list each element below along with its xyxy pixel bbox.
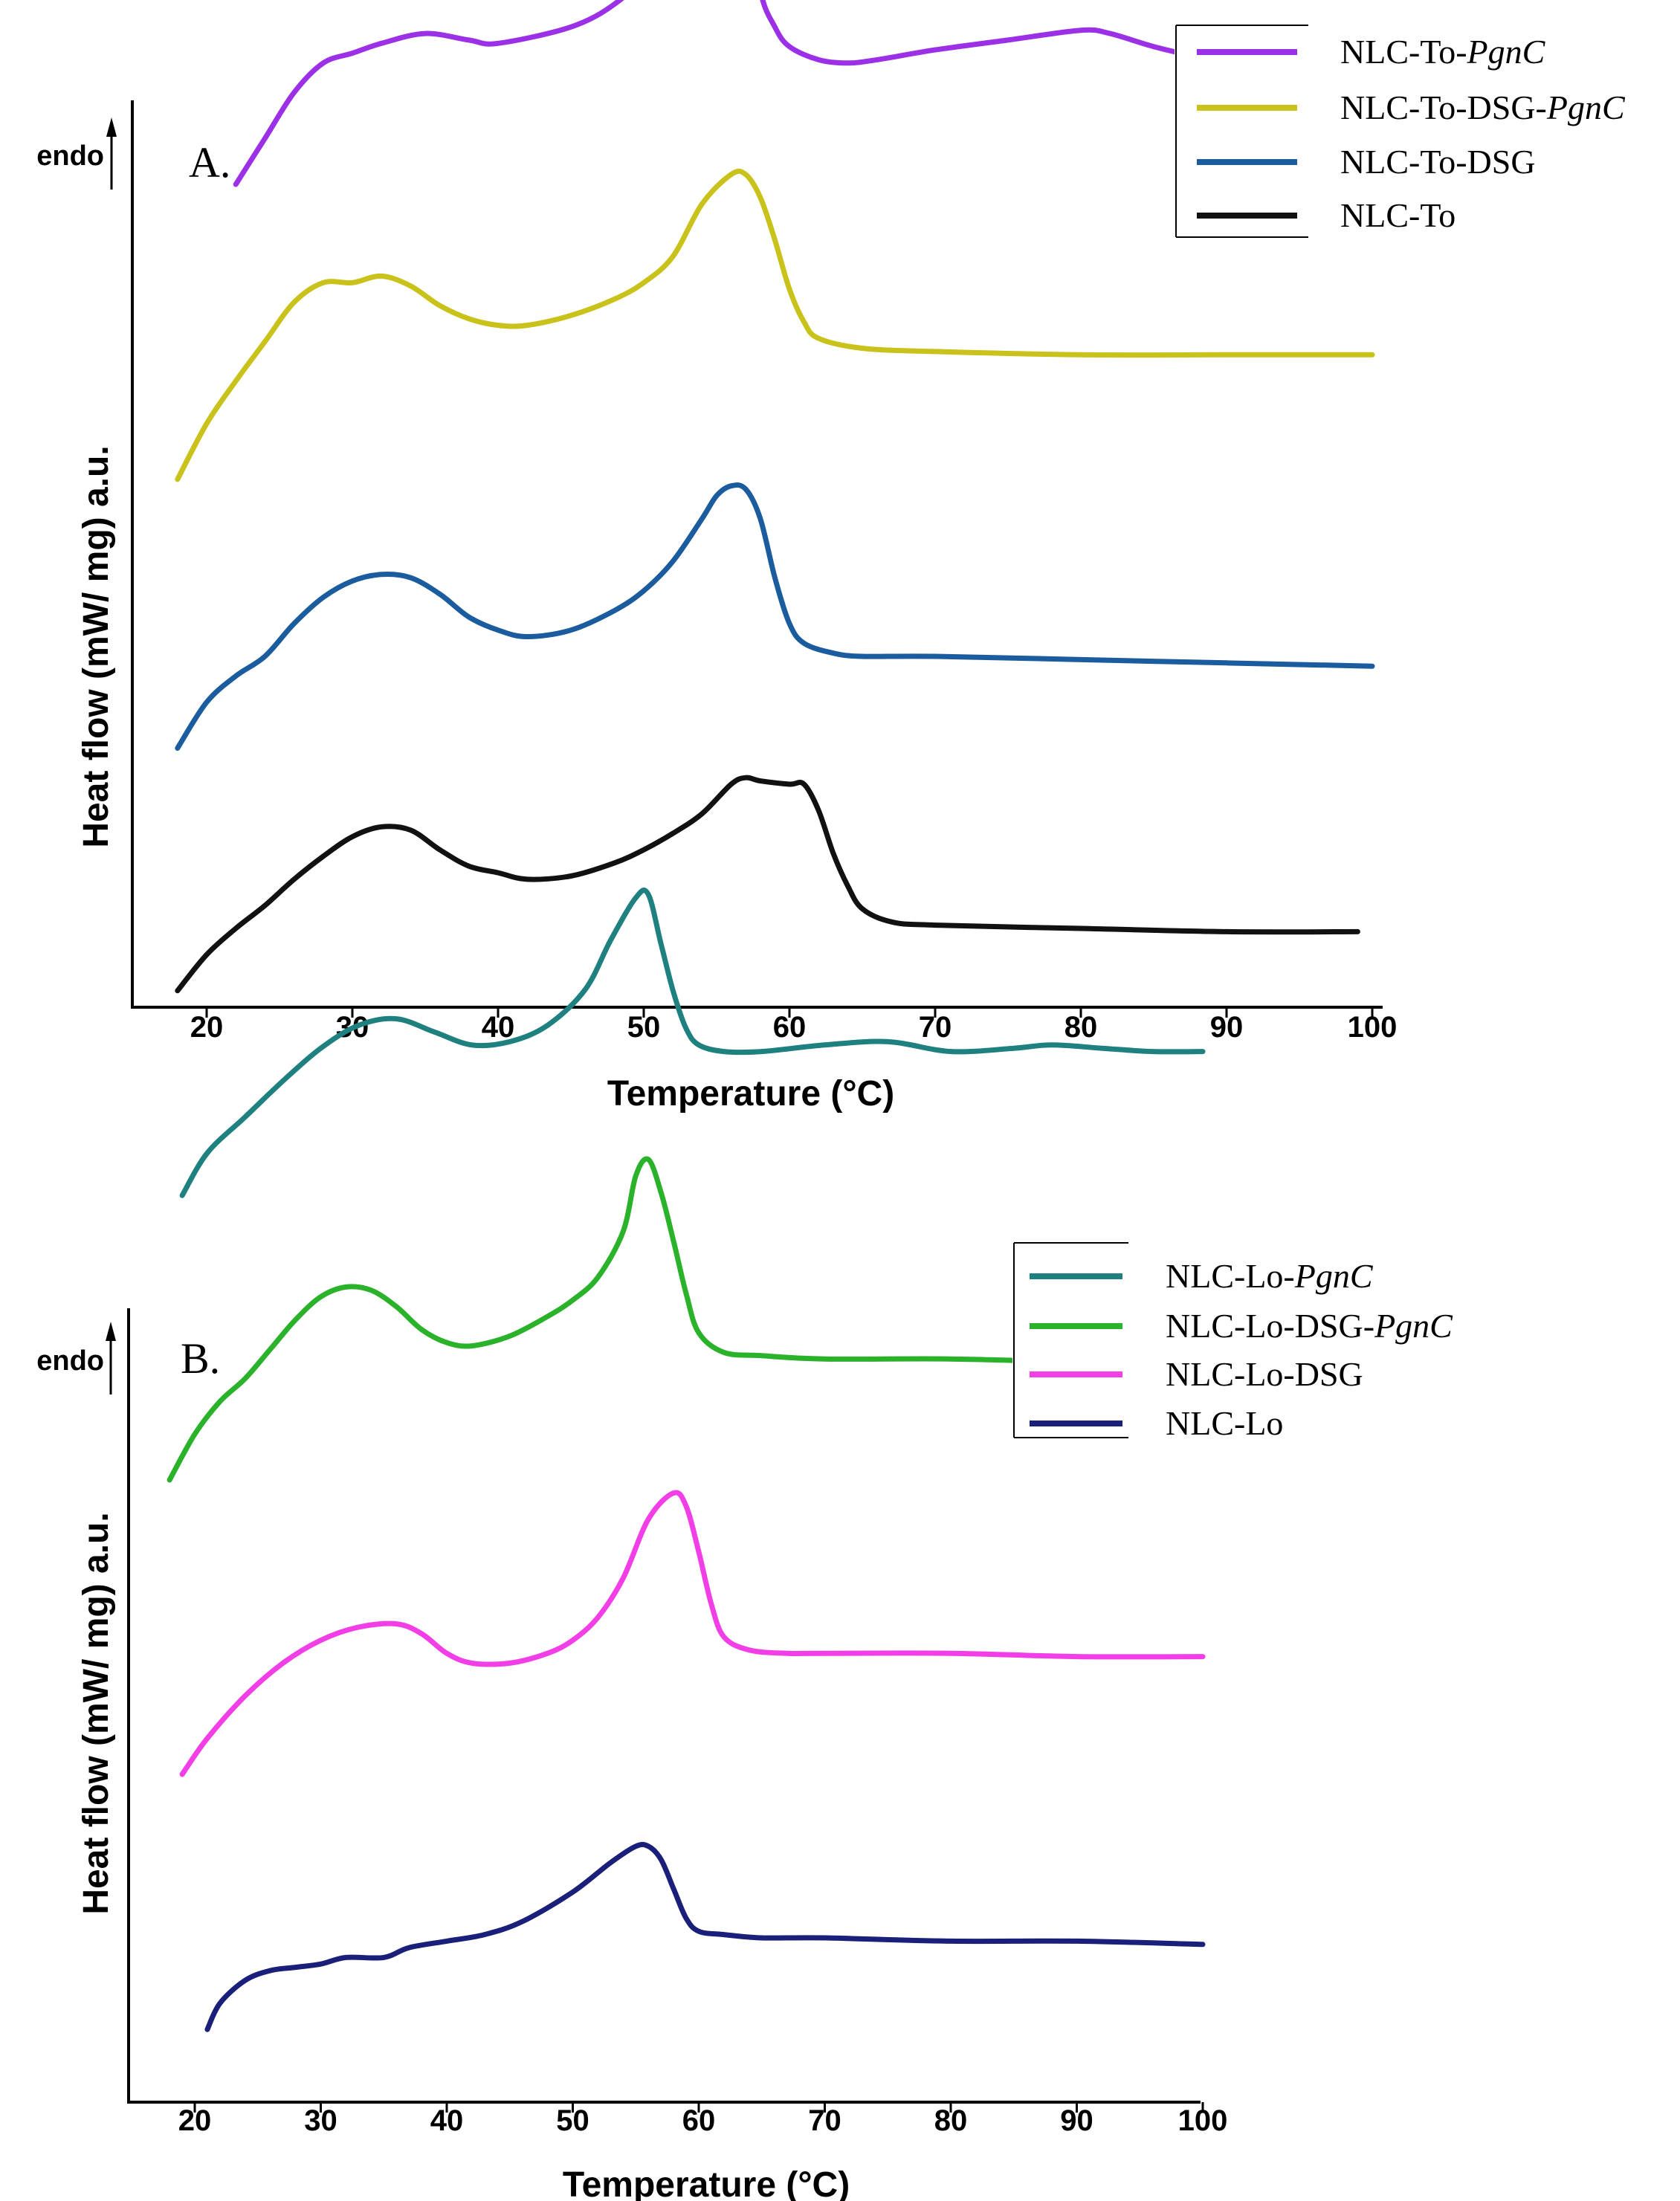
panel-a-endo-arrow-head (106, 117, 117, 137)
series-line-nlc-lo-dsg-pgnc (167, 1156, 1206, 1483)
panel-b-x-tick-label: 60 (682, 2104, 716, 2137)
panel-b-x-tick-labels: 20 30 40 50 60 70 80 90 100 (178, 2104, 1228, 2137)
panel-a-x-ticks (205, 1007, 1374, 1018)
panel-a-x-tick-label: 90 (1210, 1011, 1244, 1044)
panel-a-y-axis-label: Heat flow (mW/ mg) a.u. (77, 445, 116, 847)
panel-a-plot-area (175, 0, 1375, 994)
panel-b-x-tick-label: 90 (1060, 2104, 1093, 2137)
legend-entry-nlc-to: NLC-To (1340, 196, 1456, 234)
panel-b-x-ticks (193, 2102, 1204, 2113)
panel-a-legend-box (1175, 25, 1665, 237)
legend-entry-nlc-to-pgnc: NLC-To-PgnC (1340, 33, 1546, 71)
series-line-nlc-to-pgnc (233, 0, 1302, 187)
panel-b-x-tick-label: 70 (808, 2104, 841, 2137)
legend-entry-nlc-lo: NLC-Lo (1166, 1404, 1283, 1442)
panel-b-y-axis-label: Heat flow (mW/ mg) a.u. (77, 1512, 116, 1914)
series-line-nlc-lo-pgnc (179, 888, 1206, 1198)
panel-b-plot-area (167, 888, 1206, 2032)
panel-a-x-tick-label: 80 (1064, 1011, 1098, 1044)
panel-a-x-axis-label: Temperature (°C) (607, 1074, 894, 1114)
panel-a-legend: NLC-To-PgnC NLC-To-DSG-PgnC NLC-To-DSG N… (1175, 25, 1665, 238)
panel-b-endo-arrow-head (106, 1322, 116, 1341)
series-line-nlc-to-dsg (175, 482, 1375, 751)
legend-entry-nlc-lo-dsg-pgnc: NLC-Lo-DSG-PgnC (1166, 1307, 1453, 1345)
legend-entry-nlc-to-dsg-pgnc: NLC-To-DSG-PgnC (1340, 88, 1626, 126)
panel-a-endo-label: endo (36, 140, 104, 172)
panel-b-x-tick-label: 50 (556, 2104, 589, 2137)
panel-a-label: A. (189, 138, 230, 187)
legend-entry-nlc-lo-dsg: NLC-Lo-DSG (1166, 1355, 1363, 1393)
panel-b-x-tick-label: 100 (1178, 2104, 1228, 2137)
panel-b-legend: NLC-Lo-PgnC NLC-Lo-DSG-PgnC NLC-Lo-DSG N… (1012, 1242, 1503, 1442)
panel-a-x-tick-label: 60 (773, 1011, 807, 1044)
panel-b-x-tick-label: 40 (430, 2104, 464, 2137)
panel-a: 20 30 40 50 60 70 80 90 100 Temperature (°C) Hea… (36, 0, 1665, 1114)
panel-a-x-tick-label: 20 (190, 1011, 224, 1044)
panel-b-x-tick-label: 30 (304, 2104, 337, 2137)
panel-b-endo-label: endo (36, 1345, 104, 1377)
panel-b-x-tick-label: 80 (934, 2104, 968, 2137)
panel-a-x-tick-labels: 20 30 40 50 60 70 80 90 100 (190, 1011, 1398, 1044)
panel-b: 20 30 40 50 60 70 80 90 100 Temperature (°C) Hea… (36, 888, 1503, 2201)
panel-b-x-axis-label: Temperature (°C) (563, 2165, 850, 2201)
panel-a-x-tick-label: 50 (627, 1011, 661, 1044)
panel-a-x-tick-label: 100 (1348, 1011, 1398, 1044)
legend-entry-nlc-lo-pgnc: NLC-Lo-PgnC (1166, 1257, 1374, 1295)
series-line-nlc-lo (204, 1841, 1206, 2032)
series-line-nlc-lo-dsg (179, 1490, 1206, 1777)
panel-b-label: B. (181, 1334, 220, 1383)
series-line-nlc-to-dsg-pgnc (175, 168, 1375, 482)
panel-a-x-tick-label: 70 (919, 1011, 952, 1044)
panel-a-x-tick-label: 40 (482, 1011, 515, 1044)
panel-b-x-tick-label: 20 (178, 2104, 212, 2137)
series-line-nlc-to (175, 775, 1360, 994)
legend-entry-nlc-to-dsg: NLC-To-DSG (1340, 143, 1536, 181)
